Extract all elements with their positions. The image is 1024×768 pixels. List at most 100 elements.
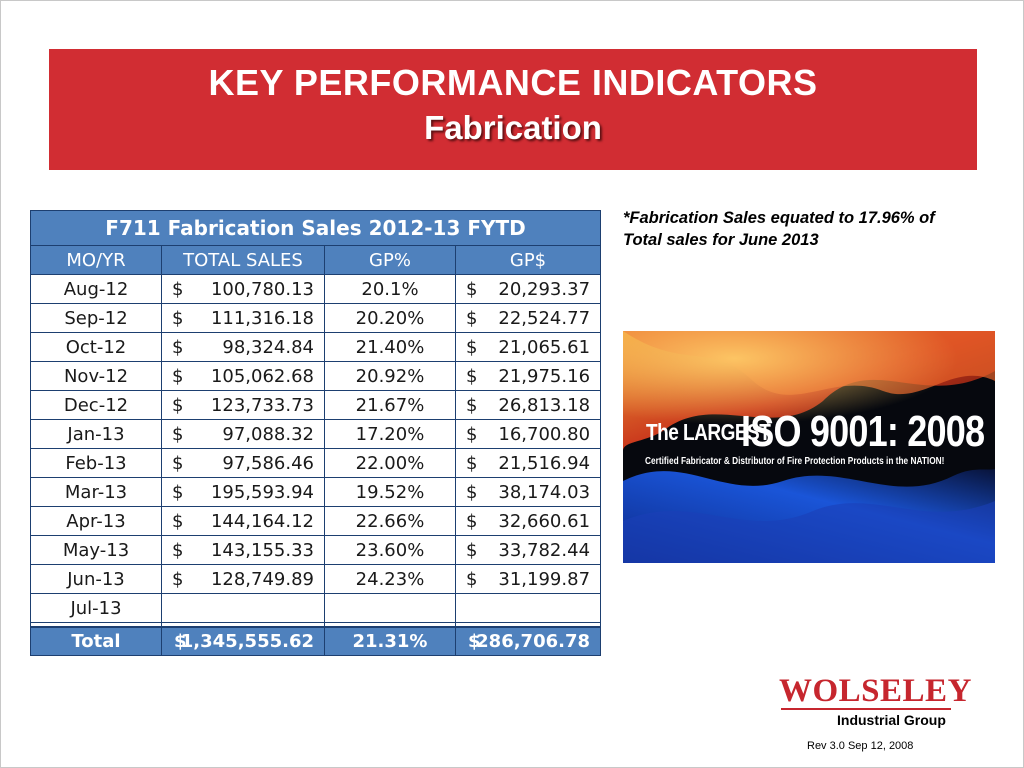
column-header-total-sales: TOTAL SALES (161, 245, 325, 275)
gp-percent-cell: 19.52% (324, 477, 456, 507)
title-banner: KEY PERFORMANCE INDICATORS Fabrication (49, 49, 977, 170)
currency-symbol: $ (466, 423, 478, 445)
total-sales-cell: $1,345,555.62 (161, 625, 325, 656)
month-cell: Jan-13 (30, 419, 162, 449)
sales-value: 105,062.68 (210, 365, 314, 387)
currency-symbol: $ (172, 365, 184, 387)
logo-divider (781, 708, 951, 710)
total-gp-dollar-value: 286,706.78 (476, 630, 591, 652)
month-cell: Apr-13 (30, 506, 162, 536)
sales-value: 98,324.84 (222, 336, 314, 358)
currency-symbol: $ (174, 630, 187, 652)
sales-cell: $144,164.12 (161, 506, 325, 536)
currency-symbol: $ (172, 307, 184, 329)
currency-symbol: $ (466, 336, 478, 358)
sales-cell: $100,780.13 (161, 274, 325, 304)
fabrication-sales-table: F711 Fabrication Sales 2012-13 FYTD MO/Y… (29, 210, 602, 656)
gp-dollar-value: 38,174.03 (498, 481, 591, 503)
sales-value: 195,593.94 (210, 481, 314, 503)
month-cell: Feb-13 (30, 448, 162, 478)
sales-cell: $195,593.94 (161, 477, 325, 507)
currency-symbol: $ (468, 630, 481, 652)
column-header-month: MO/YR (30, 245, 162, 275)
sales-value: 97,088.32 (222, 423, 314, 445)
currency-symbol: $ (172, 481, 184, 503)
gp-dollar-cell: $20,293.37 (454, 274, 602, 304)
currency-symbol: $ (172, 394, 184, 416)
sales-cell: $105,062.68 (161, 361, 325, 391)
gp-dollar-value: 16,700.80 (498, 423, 591, 445)
logo-subtitle: Industrial Group (837, 712, 946, 728)
table-row: May-13 $143,155.33 23.60% $33,782.44 (30, 535, 602, 565)
currency-symbol: $ (466, 481, 478, 503)
table-row: Sep-12 $111,316.18 20.20% $22,524.77 (30, 303, 602, 333)
table-row: Dec-12 $123,733.73 21.67% $26,813.18 (30, 390, 602, 420)
table-row: Aug-12 $100,780.13 20.1% $20,293.37 (30, 274, 602, 304)
total-gp-dollar-cell: $286,706.78 (454, 625, 602, 656)
gp-dollar-cell: $21,975.16 (454, 361, 602, 391)
month-cell: Jul-13 (30, 593, 162, 623)
month-cell: Aug-12 (30, 274, 162, 304)
gp-dollar-cell: $38,174.03 (454, 477, 602, 507)
table-row: Jun-13 $128,749.89 24.23% $31,199.87 (30, 564, 602, 594)
gp-percent-cell: 22.66% (324, 506, 456, 536)
gp-percent-cell: 21.67% (324, 390, 456, 420)
sales-cell: $111,316.18 (161, 303, 325, 333)
table-row: Jul-13 (30, 593, 602, 623)
table-body: Aug-12 $100,780.13 20.1% $20,293.37 Sep-… (30, 274, 602, 656)
table-row: Feb-13 $97,586.46 22.00% $21,516.94 (30, 448, 602, 478)
currency-symbol: $ (172, 510, 184, 532)
gp-percent-cell: 20.20% (324, 303, 456, 333)
sales-value: 111,316.18 (210, 307, 314, 329)
month-cell: Mar-13 (30, 477, 162, 507)
gp-dollar-cell: $26,813.18 (454, 390, 602, 420)
sales-cell: $98,324.84 (161, 332, 325, 362)
note-line-2: Total sales for June 2013 (623, 231, 819, 249)
wolseley-logo: WOLSELEY (779, 673, 972, 709)
sales-value: 97,586.46 (222, 452, 314, 474)
sales-value: 123,733.73 (210, 394, 314, 416)
table-row: Mar-13 $195,593.94 19.52% $38,174.03 (30, 477, 602, 507)
gp-dollar-value: 21,975.16 (498, 365, 591, 387)
month-cell: Dec-12 (30, 390, 162, 420)
gp-dollar-cell: $33,782.44 (454, 535, 602, 565)
table-row: Oct-12 $98,324.84 21.40% $21,065.61 (30, 332, 602, 362)
currency-symbol: $ (172, 423, 184, 445)
sales-value: 144,164.12 (210, 510, 314, 532)
sales-cell: $97,586.46 (161, 448, 325, 478)
table-row: Apr-13 $144,164.12 22.66% $32,660.61 (30, 506, 602, 536)
iso-headline: ISO 9001: 2008 (741, 407, 985, 456)
currency-symbol: $ (172, 278, 184, 300)
sales-note: *Fabrication Sales equated to 17.96% of … (623, 207, 1013, 251)
gp-dollar-value: 31,199.87 (498, 568, 591, 590)
gp-dollar-cell: $32,660.61 (454, 506, 602, 536)
slide-subtitle: Fabrication (424, 109, 602, 146)
sales-cell (161, 593, 325, 623)
gp-dollar-cell (454, 593, 602, 623)
month-cell: Jun-13 (30, 564, 162, 594)
column-header-gp-dollars: GP$ (454, 245, 602, 275)
month-cell: May-13 (30, 535, 162, 565)
revision-text: Rev 3.0 Sep 12, 2008 (807, 740, 914, 752)
total-label: Total (30, 625, 162, 656)
gp-percent-cell: 24.23% (324, 564, 456, 594)
currency-symbol: $ (466, 278, 478, 300)
sales-cell: $97,088.32 (161, 419, 325, 449)
month-cell: Oct-12 (30, 332, 162, 362)
iso-certification-image: The LARGEST ISO 9001: 2008 Certified Fab… (623, 331, 995, 563)
gp-percent-cell (324, 593, 456, 623)
gp-percent-cell: 17.20% (324, 419, 456, 449)
gp-percent-cell: 20.92% (324, 361, 456, 391)
table-row: Nov-12 $105,062.68 20.92% $21,975.16 (30, 361, 602, 391)
currency-symbol: $ (466, 394, 478, 416)
note-line-1: *Fabrication Sales equated to 17.96% of (623, 209, 935, 227)
iso-subline: Certified Fabricator & Distributor of Fi… (645, 455, 945, 467)
table-caption: F711 Fabrication Sales 2012-13 FYTD (29, 210, 602, 246)
sales-value: 100,780.13 (210, 278, 314, 300)
gp-dollar-value: 22,524.77 (498, 307, 591, 329)
gp-dollar-value: 32,660.61 (498, 510, 591, 532)
currency-symbol: $ (172, 568, 184, 590)
sales-value: 128,749.89 (210, 568, 314, 590)
month-cell: Sep-12 (30, 303, 162, 333)
